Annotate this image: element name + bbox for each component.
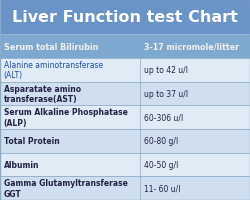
Text: 60-80 g/l: 60-80 g/l <box>144 137 178 146</box>
Text: up to 42 u/l: up to 42 u/l <box>144 66 188 75</box>
Text: 60-306 u/l: 60-306 u/l <box>144 113 183 122</box>
Text: Total Protein: Total Protein <box>4 137 59 146</box>
FancyBboxPatch shape <box>0 129 250 153</box>
Text: Albumin: Albumin <box>4 160 39 169</box>
Text: 40-50 g/l: 40-50 g/l <box>144 160 178 169</box>
Text: Alanine aminotransferase
(ALT): Alanine aminotransferase (ALT) <box>4 61 103 80</box>
Text: up to 37 u/l: up to 37 u/l <box>144 89 188 98</box>
FancyBboxPatch shape <box>0 176 250 200</box>
Text: Gamma Glutamyltransferase
GGT: Gamma Glutamyltransferase GGT <box>4 179 128 198</box>
FancyBboxPatch shape <box>0 35 250 59</box>
Text: 11- 60 u/l: 11- 60 u/l <box>144 184 180 193</box>
Text: Liver Function test Chart: Liver Function test Chart <box>12 10 238 25</box>
Text: Serum total Bilirubin: Serum total Bilirubin <box>4 42 98 51</box>
Text: Asparatate amino
transferase(AST): Asparatate amino transferase(AST) <box>4 84 81 104</box>
FancyBboxPatch shape <box>0 0 250 35</box>
FancyBboxPatch shape <box>0 59 250 82</box>
FancyBboxPatch shape <box>0 82 250 106</box>
Text: Serum Alkaline Phosphatase
(ALP): Serum Alkaline Phosphatase (ALP) <box>4 108 128 127</box>
FancyBboxPatch shape <box>0 106 250 129</box>
FancyBboxPatch shape <box>0 153 250 176</box>
Text: 3-17 micromole/litter: 3-17 micromole/litter <box>144 42 239 51</box>
